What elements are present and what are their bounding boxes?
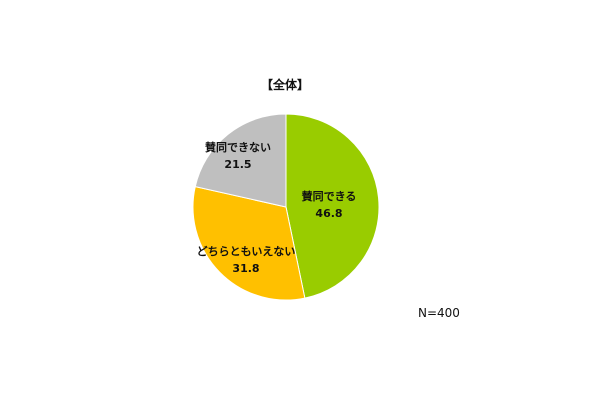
chart-title: 【全体】 xyxy=(260,78,309,92)
pie-slice-1 xyxy=(285,113,380,299)
pie-slice-3 xyxy=(194,113,287,208)
slice-value-3: 21.5 xyxy=(224,158,251,171)
slice-label-2: どちらともいえない xyxy=(197,245,296,258)
pie-slice-2 xyxy=(192,185,306,301)
slice-label-1: 賛同できる xyxy=(302,189,357,203)
slice-value-1: 46.8 xyxy=(315,207,342,220)
sample-size-note: N=400 xyxy=(418,306,460,320)
slice-label-3: 賛同できない xyxy=(205,140,271,154)
slice-value-2: 31.8 xyxy=(232,262,259,275)
